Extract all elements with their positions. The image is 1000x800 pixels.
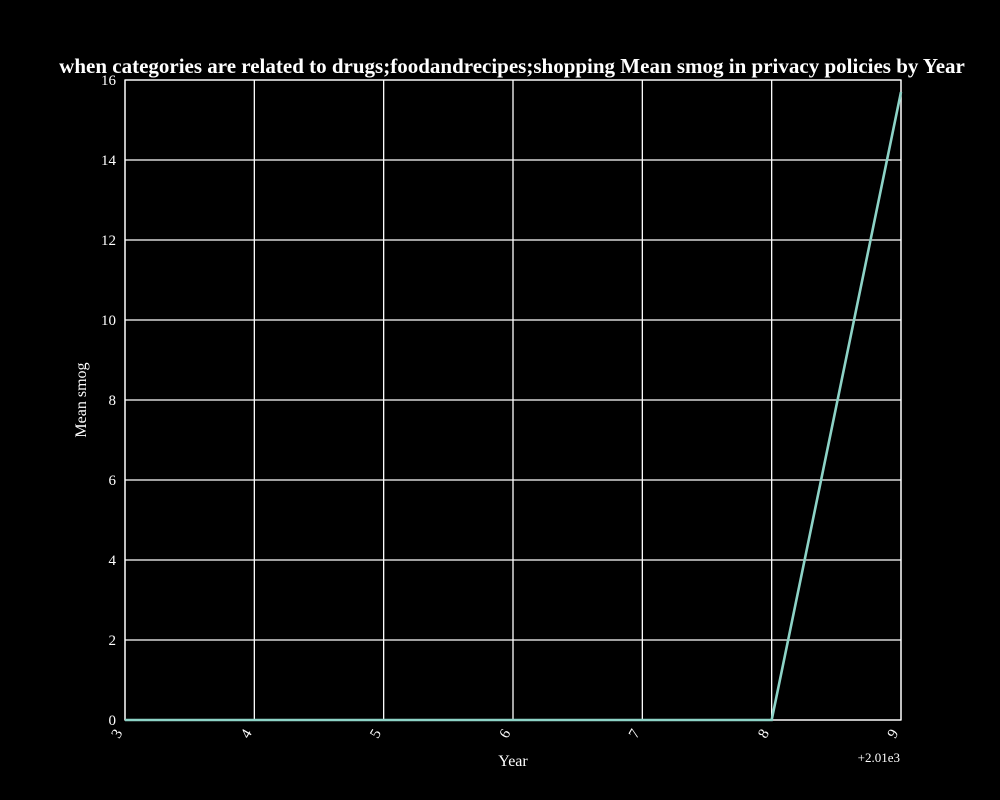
x-axis-label: Year [498, 753, 528, 770]
series-layer [125, 91, 903, 722]
y-axis-label: Mean smog [73, 362, 90, 437]
y-tick-label: 10 [101, 313, 116, 329]
y-tick-label: 8 [109, 393, 117, 409]
y-tick-label: 12 [101, 233, 116, 249]
y-tick-label: 0 [109, 713, 117, 729]
y-tick-label: 4 [109, 553, 117, 569]
y-tick-label: 14 [101, 153, 117, 169]
y-tick-label: 16 [101, 73, 117, 89]
y-tick-label: 6 [109, 473, 117, 489]
x-tick-label: 5 [367, 727, 385, 741]
x-tick-label: 9 [885, 727, 903, 741]
x-tick-label: 7 [626, 726, 644, 741]
y-tick-label: 2 [109, 633, 117, 649]
chart-title: when categories are related to drugs;foo… [59, 54, 965, 78]
x-tick-label: 8 [755, 727, 773, 741]
x-tick-label: 4 [238, 726, 256, 741]
series-line [125, 91, 903, 722]
grid [124, 79, 902, 721]
x-tick-label: 6 [497, 726, 515, 741]
x-axis-offset-label: +2.01e3 [858, 750, 900, 765]
